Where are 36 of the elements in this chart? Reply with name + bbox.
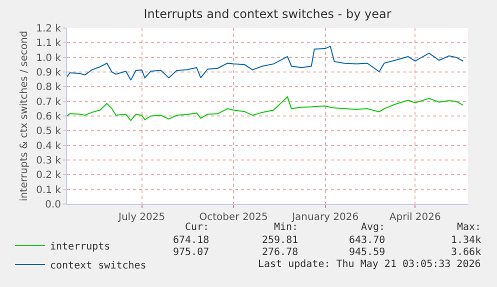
y-tick-label: 0.8 k [36, 82, 62, 94]
text: 276.78 [262, 247, 298, 258]
text: 945.59 [349, 247, 386, 258]
text: 3.66k [451, 247, 482, 258]
x-tick-label: July 2025 [117, 212, 166, 223]
x-tick-label: April 2026 [389, 212, 441, 223]
text: 643.70 [349, 235, 386, 246]
y-tick-label: 0.1 k [36, 184, 62, 196]
y-tick-label: 1.2 k [36, 24, 62, 34]
legend-label: context switches [50, 260, 146, 272]
text: Min: [274, 222, 298, 233]
line-series [67, 46, 464, 81]
text: Cur: [185, 222, 210, 233]
text: Last update: Thu May 21 03:05:33 2026 [258, 259, 481, 270]
x-tick-label: January 2026 [291, 212, 359, 223]
line-series [67, 96, 464, 121]
x-tick-label: October 2025 [199, 212, 268, 223]
y-tick-label: 0.3 k [36, 156, 62, 166]
y-tick-label: 1.0 k [36, 52, 62, 64]
text: Max: [457, 222, 482, 233]
legend-label: interrupts [50, 241, 110, 252]
y-tick-label: 0.7 k [36, 96, 62, 108]
text: 259.81 [262, 235, 298, 246]
y-tick-label: 1.1 k [36, 38, 62, 50]
text: 975.07 [173, 247, 210, 258]
y-tick-label: 0.6 k [36, 112, 62, 122]
y-tick-label: 0.4 k [36, 140, 62, 152]
y-tick-label: 0.9 k [36, 68, 62, 78]
text: 674.18 [173, 235, 210, 246]
y-tick-label: 0.2 k [36, 170, 62, 182]
text: Avg: [361, 222, 386, 233]
y-axis-title: interrupts & ctx switches / second [19, 30, 30, 202]
chart-title: Interrupts and context switches - by year [144, 7, 392, 22]
y-tick-label: 0.0 [45, 200, 61, 210]
y-tick-label: 0.5 k [36, 126, 62, 138]
text: 1.34k [451, 235, 482, 246]
